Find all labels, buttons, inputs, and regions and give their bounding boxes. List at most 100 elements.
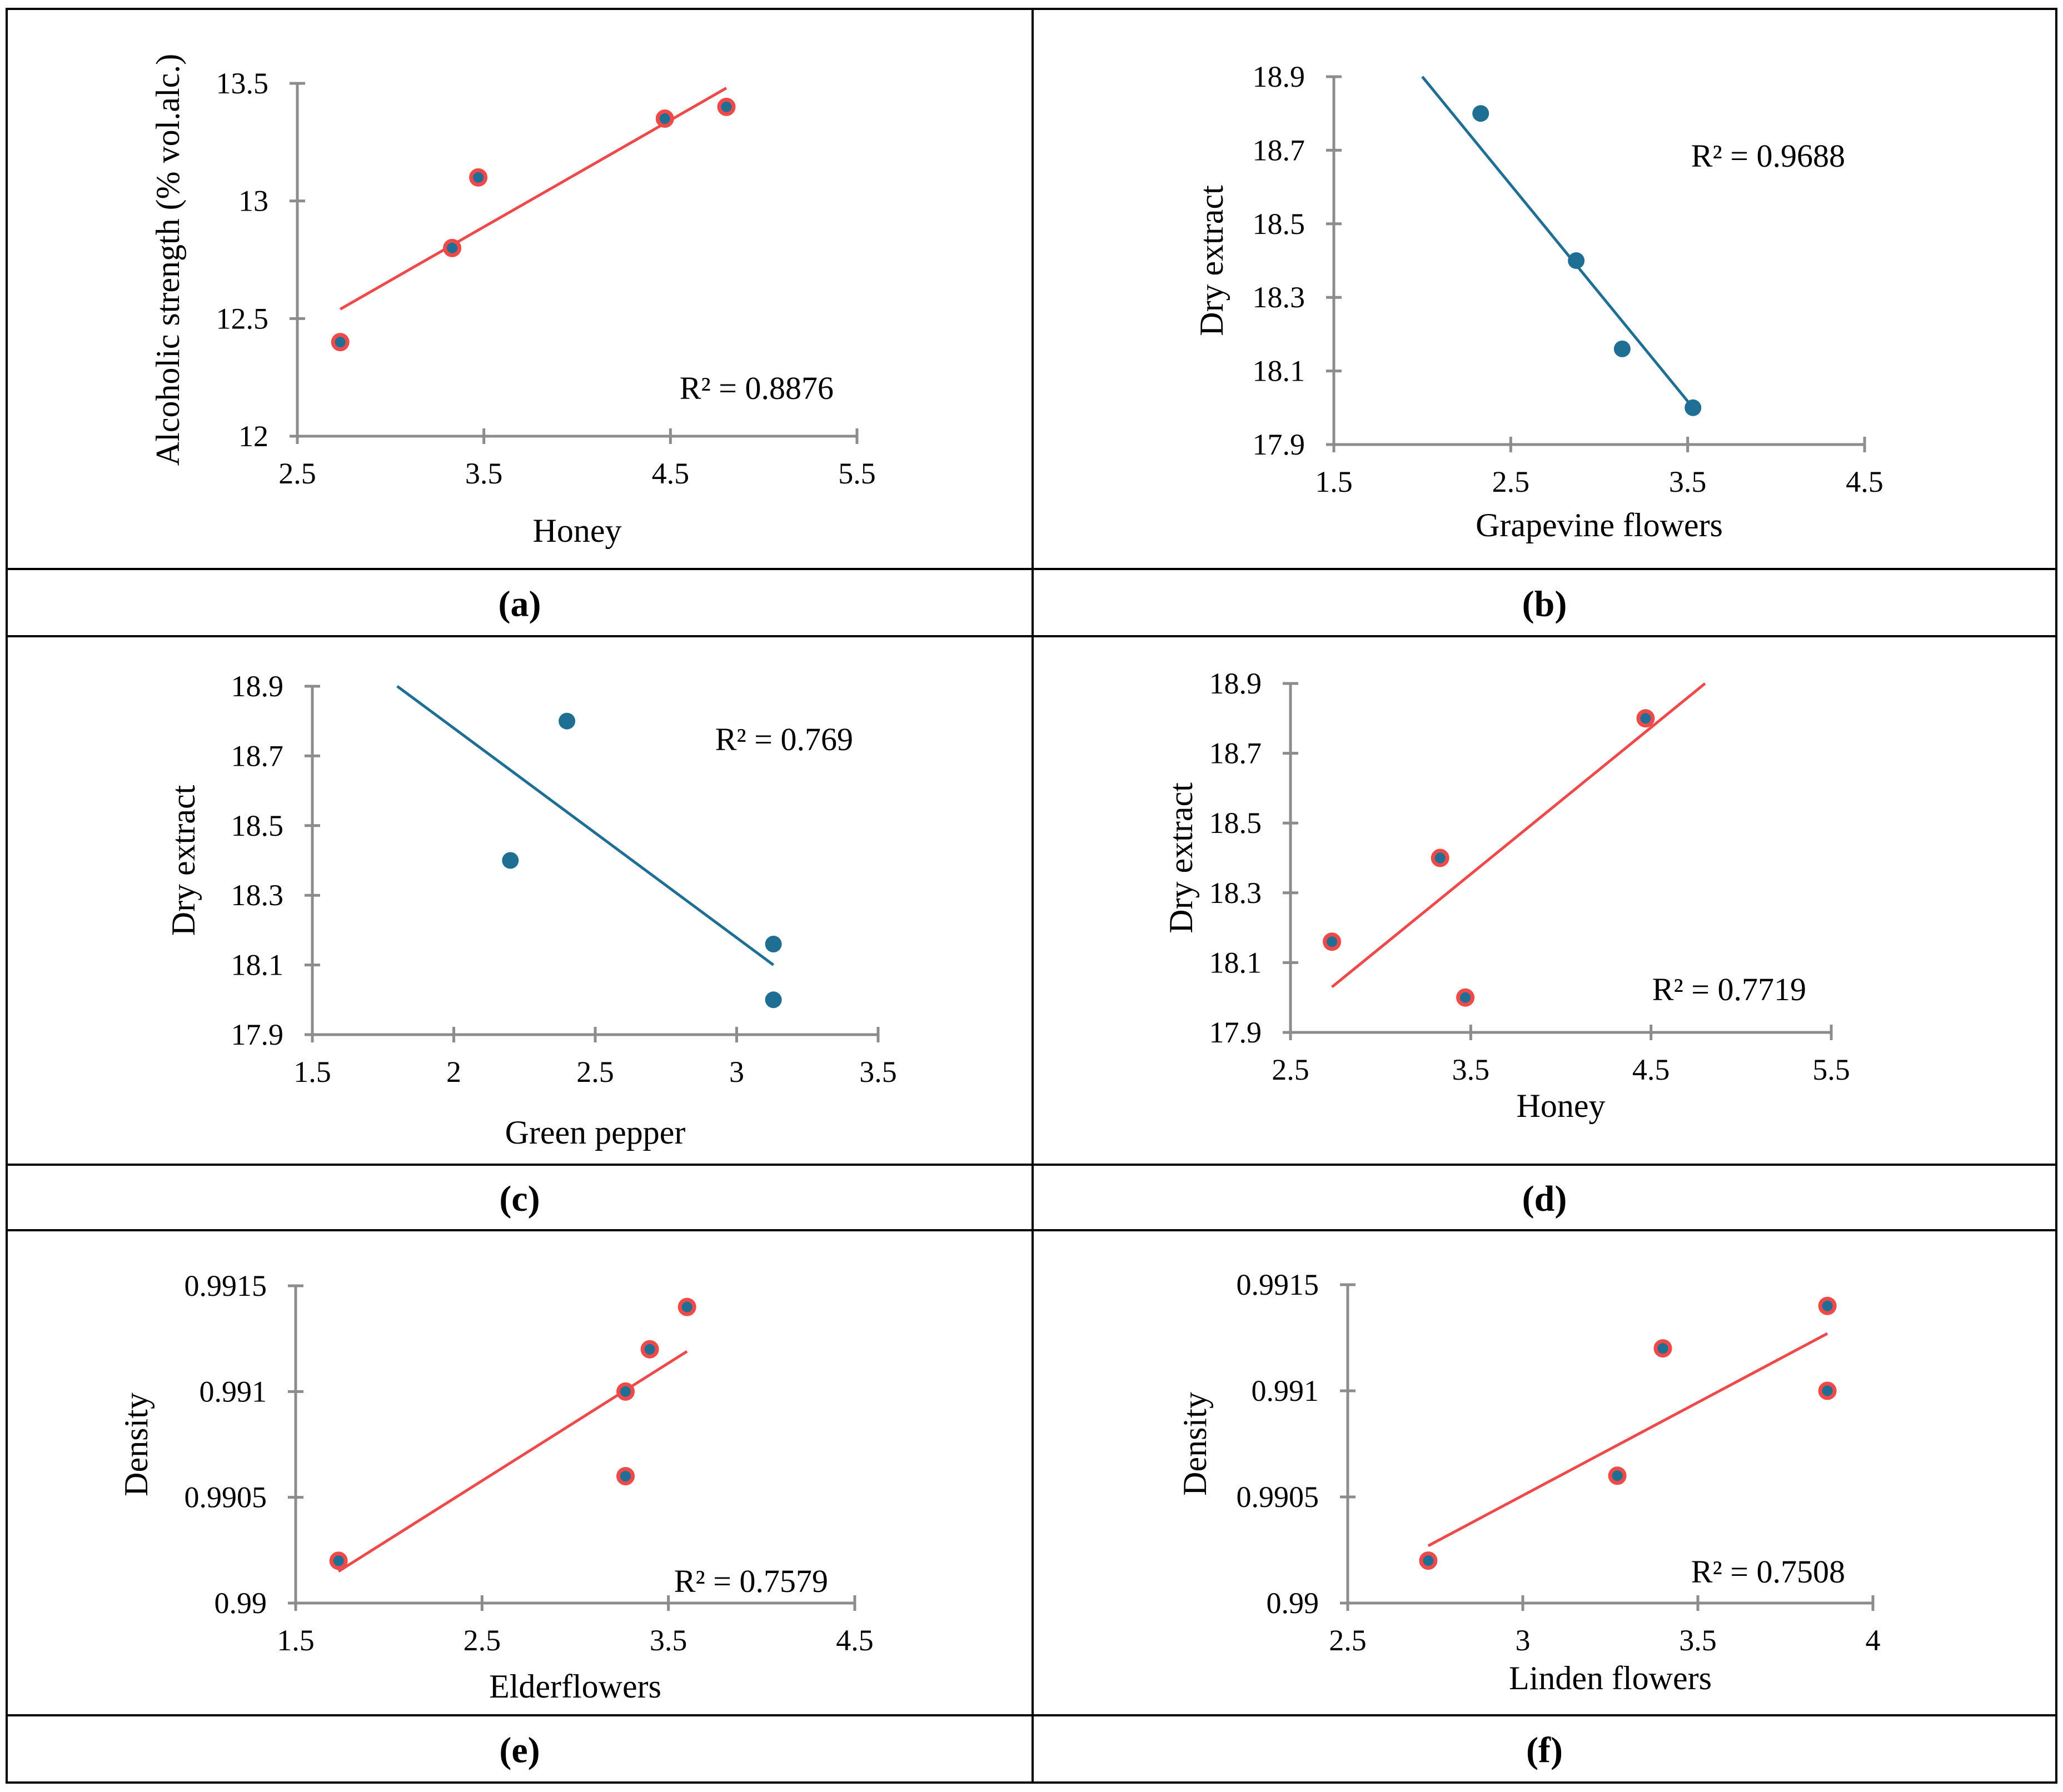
data-point (717, 97, 736, 116)
x-tick-label: 3.5 (650, 1624, 687, 1657)
x-axis-title: Green pepper (505, 1114, 686, 1151)
y-tick-label: 0.991 (1252, 1374, 1319, 1407)
y-tick-label: 0.99 (1267, 1586, 1319, 1620)
data-point (1685, 399, 1702, 416)
chart-panel-a: 2.5 3.5 4.5 5.5 12 12.5 13 13.5 Honey Alcoholic s… (150, 54, 876, 625)
x-axis-title: Elderflowers (489, 1668, 661, 1705)
x-tick-label: 2.5 (1272, 1053, 1309, 1086)
data-point (765, 991, 782, 1009)
y-tick-label: 18.9 (1209, 667, 1262, 700)
data-point (1456, 988, 1475, 1007)
data-point (640, 1340, 659, 1359)
chart-panel-f: 2.5 3 3.5 4 0.99 0.9905 0.991 0.9915 Linden flow… (1177, 1268, 1881, 1771)
data-point (1568, 252, 1585, 269)
x-tick-label: 2.5 (1329, 1624, 1367, 1657)
data-point (1636, 709, 1655, 728)
x-axis-title: Linden flowers (1509, 1660, 1712, 1696)
data-point (559, 712, 576, 730)
panel-label: (b) (1522, 584, 1567, 625)
x-tick-label: 3.5 (1669, 465, 1707, 498)
x-tick-label: 1.5 (293, 1055, 331, 1089)
y-axis-title: Alcoholic strength (% vol.alc.) (150, 54, 186, 466)
y-tick-label: 18.9 (231, 670, 284, 703)
chart-panel-c: 1.5 2 2.5 3 3.5 17.9 18.1 18.3 18.5 18.7 18.9 Green… (165, 670, 897, 1219)
y-tick-label: 18.1 (1253, 355, 1305, 388)
y-tick-label: 18.1 (1209, 946, 1262, 979)
y-tick-label: 17.9 (1253, 428, 1305, 461)
x-tick-label: 5.5 (1812, 1053, 1850, 1086)
trendline (396, 685, 775, 966)
y-tick-label: 0.9915 (185, 1269, 267, 1302)
y-tick-label: 17.9 (231, 1018, 284, 1051)
x-tick-label: 1.5 (1315, 465, 1353, 498)
data-point (1608, 1466, 1627, 1485)
x-tick-label: 2.5 (278, 457, 316, 490)
r-squared-label: R² = 0.7719 (1652, 971, 1806, 1007)
panel-label: (a) (499, 584, 541, 625)
x-tick-label: 3.5 (859, 1055, 897, 1089)
data-point (1613, 340, 1631, 357)
table-grid (6, 8, 2057, 1784)
r-squared-label: R² = 0.9688 (1691, 138, 1845, 174)
y-tick-label: 18.7 (1209, 737, 1262, 770)
trendline (337, 1350, 688, 1573)
data-point (765, 935, 782, 952)
r-squared-label: R² = 0.7579 (674, 1563, 828, 1599)
data-point (1818, 1381, 1837, 1400)
x-tick-label: 4 (1866, 1624, 1881, 1657)
chart-panel-b: 1.5 2.5 3.5 4.5 17.9 18.1 18.3 18.5 18.7 18.9 Grap… (1193, 60, 1883, 625)
data-point (677, 1297, 696, 1316)
data-point (502, 852, 519, 869)
x-tick-label: 3 (729, 1055, 744, 1089)
x-tick-label: 4.5 (652, 457, 690, 490)
x-tick-label: 2.5 (464, 1624, 501, 1657)
x-tick-label: 3 (1516, 1624, 1531, 1657)
y-tick-label: 18.5 (231, 809, 284, 842)
x-tick-label: 2 (446, 1055, 461, 1089)
trendline (1421, 76, 1695, 409)
y-tick-label: 0.9905 (185, 1481, 267, 1514)
y-tick-label: 18.9 (1253, 60, 1305, 93)
x-axis-title: Grapevine flowers (1476, 507, 1723, 543)
y-tick-label: 18.3 (1253, 281, 1305, 314)
data-point (1419, 1551, 1438, 1570)
data-point (469, 168, 488, 187)
y-tick-label: 12.5 (216, 302, 269, 335)
y-tick-label: 13.5 (216, 67, 269, 100)
panel-label: (c) (499, 1179, 540, 1219)
x-tick-label: 4.5 (836, 1624, 874, 1657)
y-axis-title: Dry extract (1193, 185, 1230, 336)
y-tick-label: 18.5 (1253, 207, 1305, 241)
x-tick-label: 1.5 (277, 1624, 315, 1657)
y-tick-label: 0.991 (200, 1375, 267, 1408)
y-tick-label: 18.1 (231, 949, 284, 982)
y-tick-label: 17.9 (1209, 1016, 1262, 1049)
r-squared-label: R² = 0.7508 (1691, 1554, 1845, 1590)
trendline (1331, 682, 1706, 989)
chart-panel-e: 1.5 2.5 3.5 4.5 0.99 0.9905 0.991 0.9915 Elderfl… (118, 1269, 874, 1771)
y-axis-title: Dry extract (165, 785, 202, 936)
x-tick-label: 3.5 (1679, 1624, 1717, 1657)
panel-label: (f) (1526, 1730, 1563, 1771)
x-tick-label: 3.5 (1452, 1053, 1490, 1086)
x-tick-label: 2.5 (576, 1055, 614, 1089)
data-point (1431, 848, 1449, 867)
r-squared-label: R² = 0.769 (715, 721, 853, 757)
y-tick-label: 0.9915 (1237, 1268, 1319, 1301)
data-point (655, 109, 674, 128)
y-tick-label: 13 (238, 184, 268, 218)
y-tick-label: 18.5 (1209, 806, 1262, 840)
data-point (1818, 1296, 1837, 1315)
x-tick-label: 3.5 (465, 457, 503, 490)
data-point (1472, 105, 1489, 122)
y-axis-title: Density (1177, 1392, 1213, 1496)
data-point (616, 1382, 635, 1401)
y-tick-label: 18.3 (231, 878, 284, 912)
y-axis-title: Dry extract (1163, 782, 1199, 934)
data-point (331, 333, 350, 352)
y-tick-label: 18.7 (231, 739, 284, 772)
r-squared-label: R² = 0.8876 (680, 370, 834, 406)
data-point (1323, 932, 1342, 951)
x-axis-title: Honey (1517, 1087, 1606, 1124)
